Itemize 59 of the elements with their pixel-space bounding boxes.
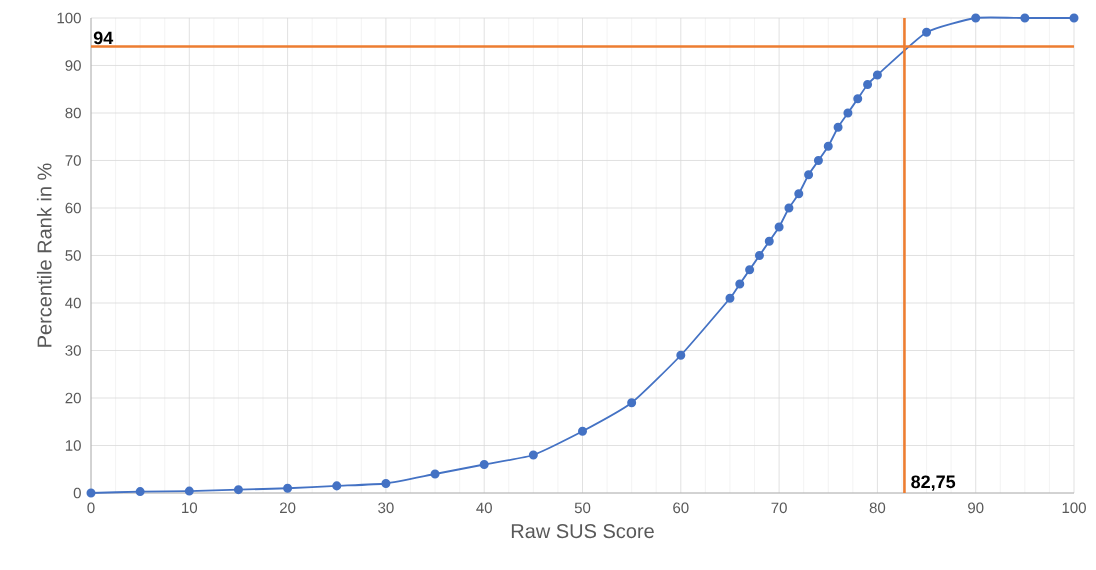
x-tick-label: 60 [673,502,689,514]
y-tick-label: 10 [65,440,81,451]
point [823,141,833,151]
x-tick-label: 50 [574,502,591,514]
x-axis-title: Raw SUS Score [511,523,654,539]
y-tick-label: 80 [65,107,81,119]
point [283,483,293,493]
point [863,79,873,89]
point [853,94,863,104]
y-tick-label: 70 [65,155,81,166]
x-tick-label: 100 [1062,502,1086,514]
point [135,487,145,497]
point [381,479,391,488]
point [794,189,804,199]
point [332,481,342,491]
point [833,122,843,132]
y-tick-label: 0 [73,487,81,499]
point [676,350,686,360]
y-axis-title: Percentile Rank in % [36,163,52,347]
ref-line-label: 82,75 [911,475,956,491]
point [971,13,981,23]
ref-line-label: 94 [93,31,114,45]
point [784,203,794,213]
y-tick-label: 60 [65,202,81,214]
point [872,70,882,80]
point [735,279,745,289]
point [922,27,932,37]
point [764,236,774,246]
point [843,108,853,118]
x-tick-label: 20 [280,502,296,514]
x-tick-label: 90 [968,502,984,514]
x-tick-label: 0 [87,502,95,514]
x-tick-label: 30 [378,502,394,514]
point [528,450,538,460]
point [754,251,764,260]
point [745,265,755,275]
x-tick-label: 10 [182,502,198,514]
x-tick-label: 80 [869,502,886,514]
y-tick-label: 50 [65,250,81,261]
y-tick-label: 30 [65,345,81,356]
y-tick-label: 20 [65,392,81,404]
point [233,485,243,495]
point [725,293,735,303]
point [813,155,823,165]
y-tick-label: 40 [65,297,81,309]
x-tick-label: 70 [771,502,787,514]
point [1069,13,1079,23]
point [804,170,814,180]
point [86,488,96,498]
point [479,460,489,469]
point [430,469,440,479]
y-tick-label: 100 [57,12,81,24]
point [627,398,637,408]
point [774,222,784,232]
point [1020,13,1030,23]
point [184,486,194,496]
x-tick-label: 40 [476,502,492,514]
point [578,426,588,436]
y-tick-label: 90 [65,60,81,71]
